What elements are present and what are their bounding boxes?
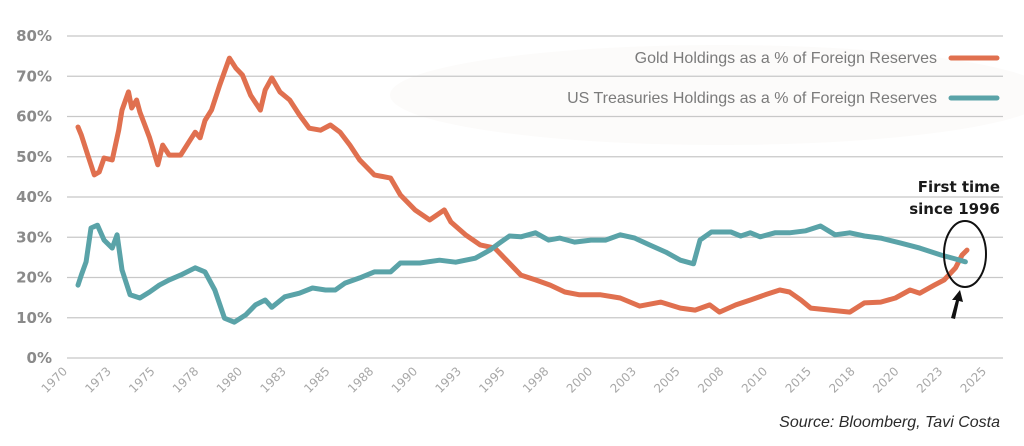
- y-axis-ticks: 0% 10% 20% 30% 40% 50% 60% 70% 80%: [16, 27, 52, 367]
- x-tick-label: 1998: [520, 364, 551, 395]
- treasuries-series-line: [75, 222, 968, 325]
- x-tick-label: 1990: [389, 364, 420, 395]
- legend-treasuries-label: US Treasuries Holdings as a % of Foreign…: [567, 90, 937, 107]
- gridlines: [67, 35, 1003, 359]
- annotation-line2: since 1996: [909, 200, 1000, 218]
- x-tick-label: 1995: [476, 364, 507, 395]
- y-tick-label: 0%: [27, 349, 52, 367]
- y-tick-label: 20%: [16, 269, 52, 287]
- y-tick-label: 50%: [16, 148, 52, 166]
- x-tick-label: 1978: [170, 364, 201, 395]
- x-tick-label: 1980: [214, 364, 245, 395]
- x-tick-label: 2000: [564, 364, 595, 395]
- y-tick-label: 60%: [16, 108, 52, 126]
- x-tick-label: 2023: [914, 364, 945, 395]
- x-tick-label: 1970: [39, 364, 70, 395]
- annotation-arrow-icon: [951, 290, 963, 319]
- series-lines: [75, 55, 970, 325]
- x-tick-label: 2018: [826, 364, 857, 395]
- annotation: First time since 1996: [909, 178, 1000, 319]
- y-tick-label: 10%: [16, 309, 52, 327]
- x-tick-label: 1983: [257, 364, 288, 395]
- x-tick-label: 1975: [126, 364, 157, 395]
- source-note: Source: Bloomberg, Tavi Costa: [779, 414, 1000, 431]
- x-tick-label: 1973: [82, 364, 113, 395]
- x-tick-label: 2020: [870, 364, 901, 395]
- x-tick-label: 2008: [695, 364, 726, 395]
- x-tick-label: 2003: [608, 364, 639, 395]
- y-tick-label: 30%: [16, 228, 52, 246]
- y-tick-label: 80%: [16, 27, 52, 45]
- annotation-circle: [943, 220, 987, 288]
- x-tick-label: 2015: [783, 364, 814, 395]
- x-tick-label: 1985: [301, 364, 332, 395]
- gold-series-line: [75, 55, 970, 315]
- x-tick-label: 1988: [345, 364, 376, 395]
- y-tick-label: 70%: [16, 67, 52, 85]
- y-tick-label: 40%: [16, 188, 52, 206]
- x-axis-ticks: 1970 1973 1975 1978 1980 1983 1985 1988 1990 1993…: [39, 364, 989, 395]
- x-tick-label: 1993: [432, 364, 463, 395]
- annotation-line1: First time: [918, 178, 1000, 196]
- legend-gold-label: Gold Holdings as a % of Foreign Reserves: [635, 50, 937, 67]
- x-tick-label: 2010: [739, 364, 770, 395]
- legend: Gold Holdings as a % of Foreign Reserves…: [567, 50, 1000, 107]
- legend-backdrop: [390, 45, 1024, 145]
- x-tick-label: 2005: [651, 364, 682, 395]
- x-tick-label: 2025: [958, 364, 989, 395]
